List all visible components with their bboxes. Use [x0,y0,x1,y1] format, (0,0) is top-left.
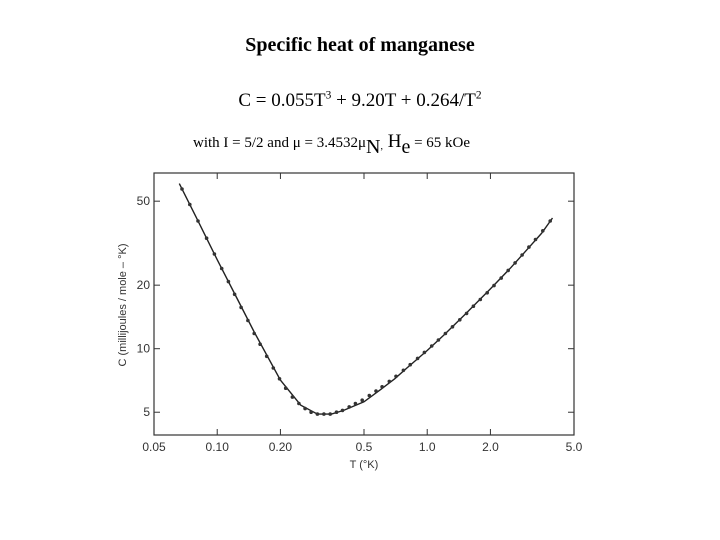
params-subscript-e: e [401,136,411,158]
data-point [506,268,511,273]
data-point [533,237,538,242]
data-point [297,401,301,406]
x-tick-label: 0.10 [206,440,230,454]
data-point [353,401,358,406]
data-point [436,338,441,342]
params-subscript-n: N [366,136,381,158]
data-point [303,406,307,411]
data-point [334,410,339,415]
data-point [520,253,524,257]
data-point [415,356,420,361]
plot-frame [153,172,575,436]
data-point [219,266,224,271]
y-tick-label: 50 [137,194,151,208]
equation-middle: + 9.20T + 0.264/T [331,90,476,111]
params-comma: , [380,141,383,152]
data-point [450,325,455,329]
x-axis-ticks [153,173,575,435]
equation-exponent-cube: 3 [325,89,332,102]
specific-heat-equation: C = 0.055T3 + 9.20T + 0.264/T2 [0,90,720,112]
data-point [360,398,365,403]
data-point [196,219,200,223]
equation-prefix: C = 0.055T [238,90,326,111]
data-point [315,412,320,416]
x-tick-label: 0.05 [142,440,166,454]
y-tick-label: 10 [137,342,151,356]
data-point [188,202,192,207]
data-point [548,219,552,223]
params-tail: = 65 kOe [410,135,471,151]
data-point [258,342,262,347]
data-point [443,331,448,336]
data-point [340,408,345,413]
data-point [401,368,406,373]
data-point [328,412,333,416]
y-axis-ticks [154,200,574,413]
x-tick-label: 1.0 [419,440,436,454]
y-tick-label: 5 [143,405,150,419]
params-text: with I = 5/2 and μ = 3.4532μ [193,135,366,151]
x-axis-label: T (°K) [350,459,379,471]
data-point [239,305,243,310]
data-point [264,354,269,359]
data-point [408,362,413,367]
parameters-line: with I = 5/2 and μ = 3.4532μN, He = 65 k… [193,130,471,158]
data-point [464,311,469,316]
data-point [429,344,434,348]
x-tick-label: 5.0 [566,440,583,454]
data-point [478,297,483,302]
data-point [226,279,231,284]
y-axis-tick-labels: 5 10 20 50 [137,194,151,419]
data-point [380,385,384,389]
data-point [394,374,398,379]
data-point [513,261,517,265]
data-point [458,318,462,322]
data-point [180,187,184,191]
data-point [322,412,326,416]
data-points [180,187,552,416]
data-point [499,276,504,280]
x-tick-label: 0.5 [356,440,373,454]
data-point [374,389,378,393]
data-point [252,331,256,336]
y-axis-label: C (millijoules / mole – °K) [117,244,129,367]
data-point [527,245,531,249]
data-point [367,393,372,398]
equation-exponent-square: 2 [475,89,482,102]
data-point [277,377,282,381]
data-point [309,410,313,415]
data-point [492,283,496,288]
data-point [283,386,288,391]
data-point [232,292,237,297]
fit-curve [178,183,554,415]
slide-title: Specific heat of manganese [245,34,475,56]
data-point [485,291,490,295]
data-point [246,318,250,323]
x-axis-tick-labels: 0.05 0.10 0.20 0.5 1.0 2.0 5.0 [142,440,582,454]
params-h: H [382,131,402,152]
data-point [387,379,392,384]
data-point [271,366,276,370]
data-point [422,350,427,355]
data-point [204,236,209,240]
data-point [541,229,545,233]
x-tick-label: 2.0 [482,440,499,454]
data-point [471,304,476,309]
data-point [212,252,217,256]
data-point [347,405,352,409]
x-tick-label: 0.20 [269,440,293,454]
data-point [290,395,295,399]
y-tick-label: 20 [137,278,151,292]
